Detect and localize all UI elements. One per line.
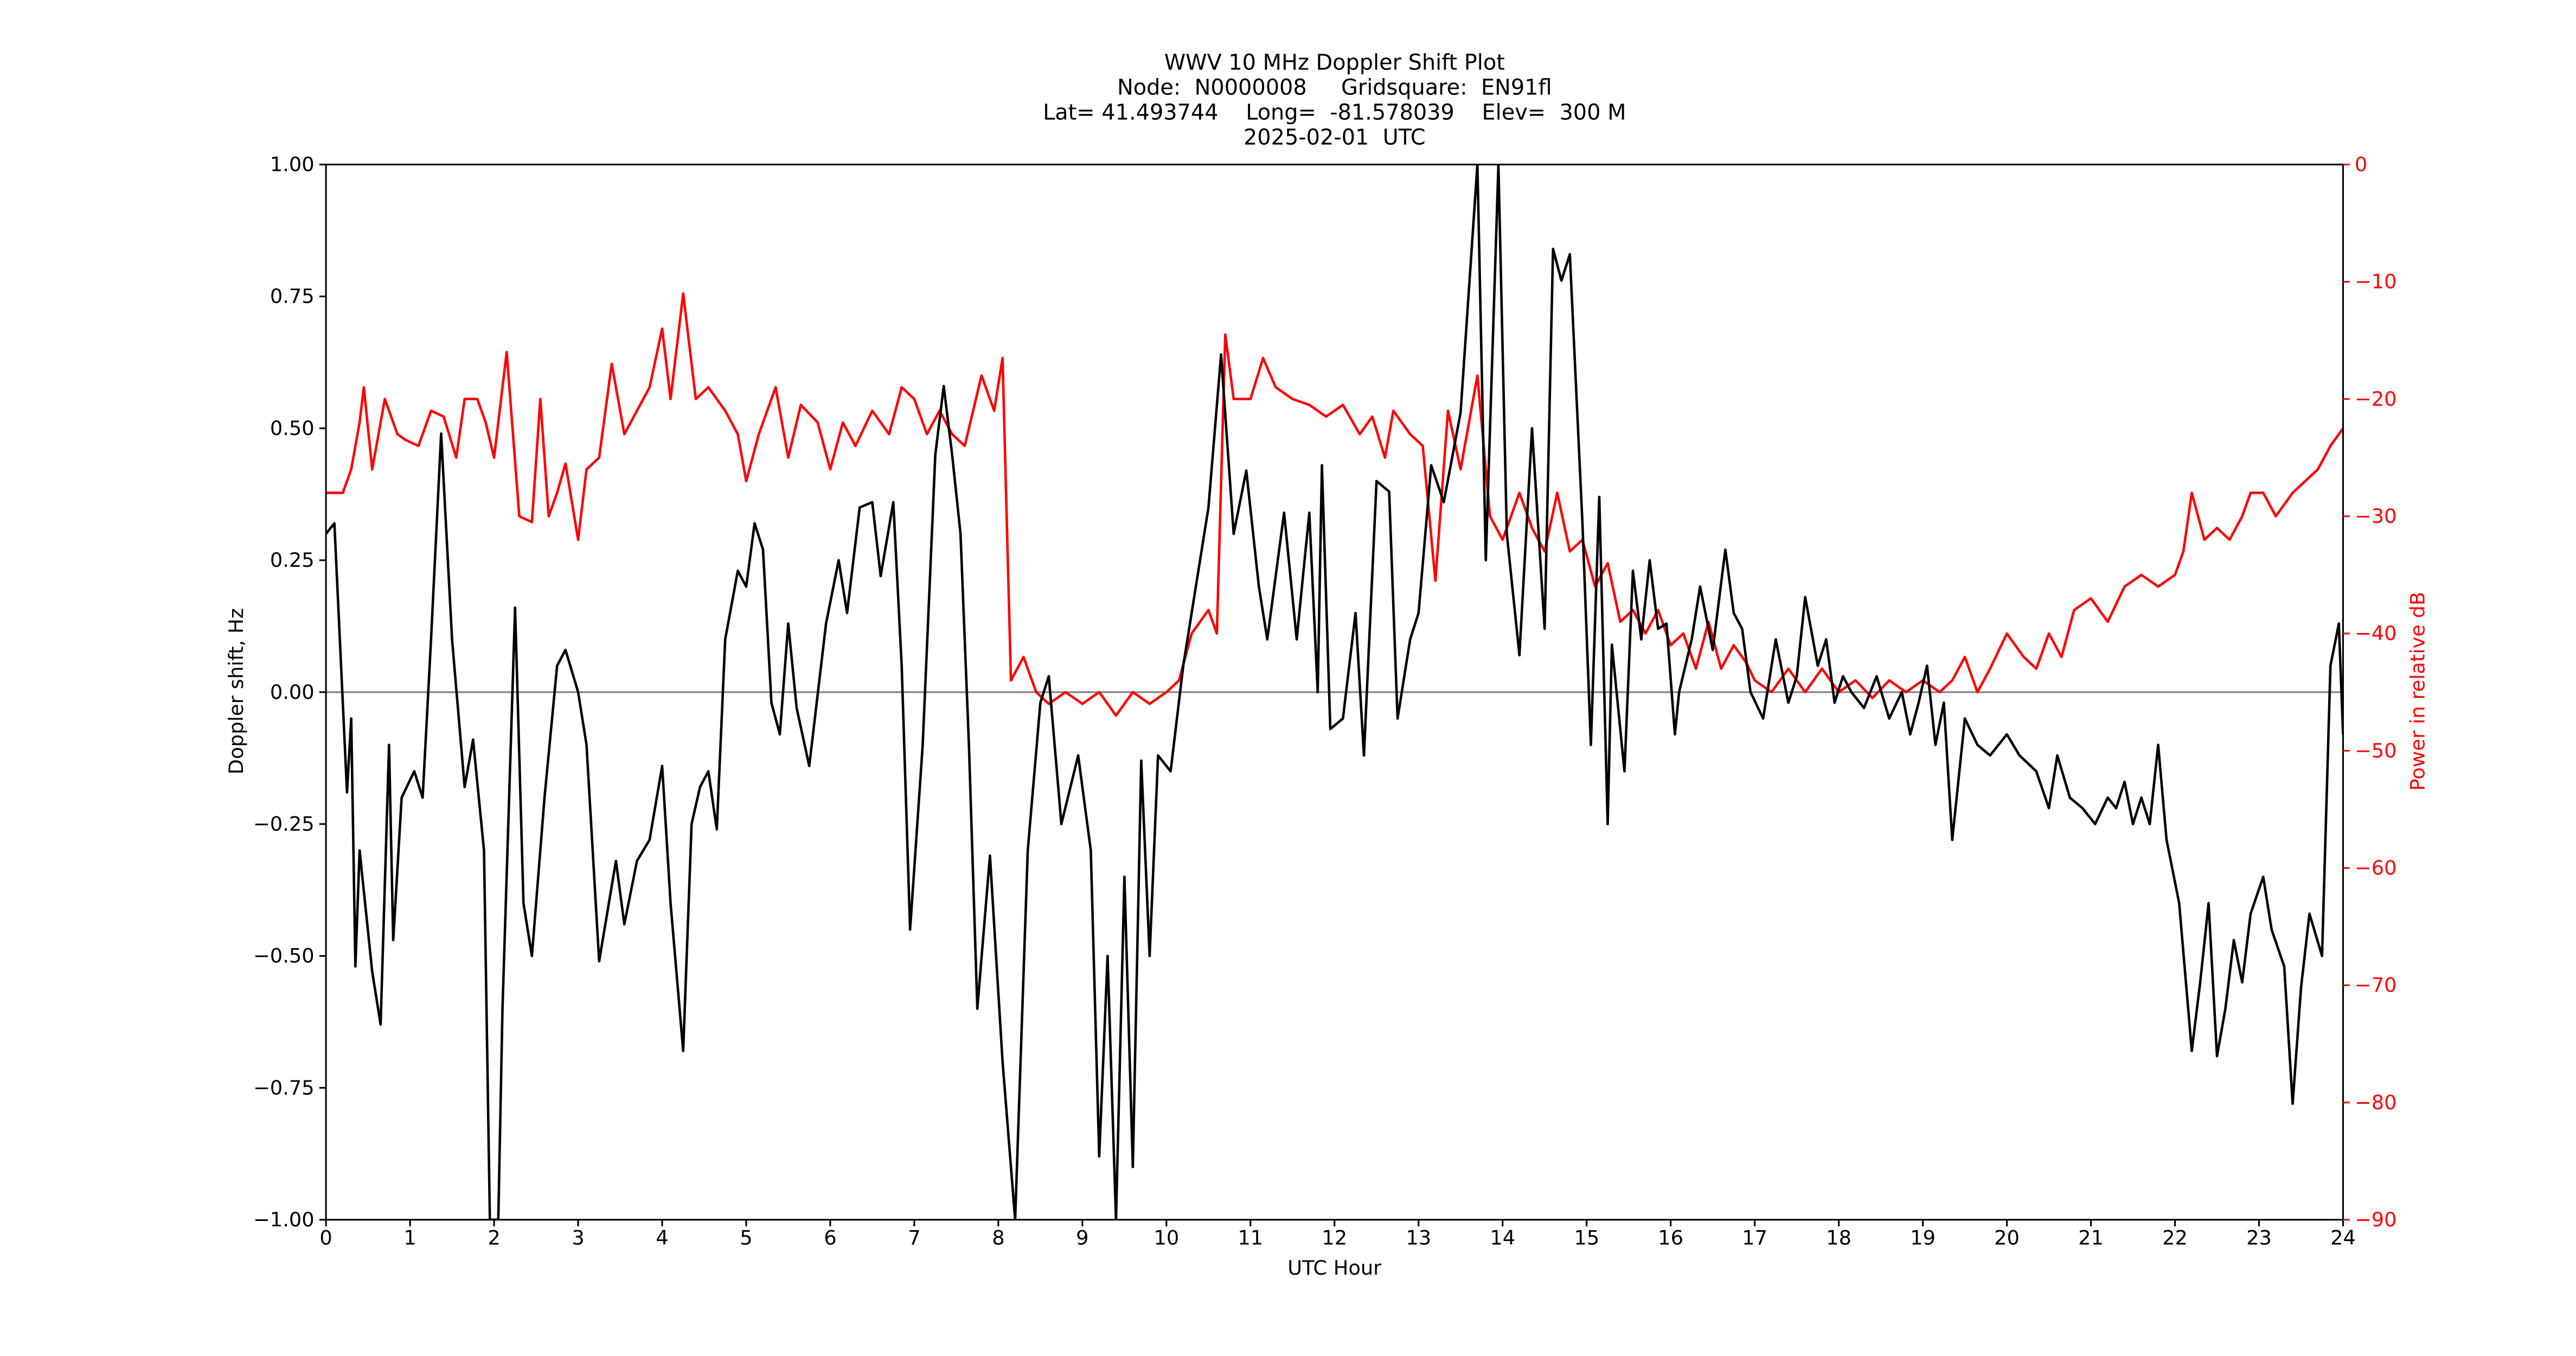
x-tick-label: 20 xyxy=(1994,1226,2020,1250)
y2-tick-label: −70 xyxy=(2355,974,2397,997)
y-tick-label: 1.00 xyxy=(270,153,315,176)
x-tick-label: 16 xyxy=(1658,1226,1683,1250)
x-tick-label: 0 xyxy=(319,1226,332,1250)
y-tick-label: −0.25 xyxy=(253,812,315,835)
x-tick-label: 19 xyxy=(1910,1226,1936,1250)
x-tick-label: 22 xyxy=(2162,1226,2188,1250)
x-axis-label: UTC Hour xyxy=(1287,1256,1382,1280)
y2-tick-label: 0 xyxy=(2355,153,2367,176)
x-tick-label: 7 xyxy=(908,1226,920,1250)
y2-tick-label: −90 xyxy=(2355,1208,2397,1231)
x-tick-label: 3 xyxy=(572,1226,584,1250)
series-line xyxy=(326,292,2343,717)
y-tick-label: 0.75 xyxy=(270,285,315,308)
y-tick-label: 0.00 xyxy=(270,680,315,703)
y-axis-label: Doppler shift, Hz xyxy=(225,608,248,775)
chart-subtitle: Lat= 41.493744 Long= -81.578039 Elev= 30… xyxy=(1043,100,1626,125)
x-tick-label: 12 xyxy=(1322,1226,1347,1250)
x-tick-label: 11 xyxy=(1238,1226,1263,1250)
y-tick-label: −1.00 xyxy=(253,1208,315,1231)
x-tick-label: 6 xyxy=(824,1226,836,1250)
series-line xyxy=(326,164,2343,1220)
y2-tick-label: −50 xyxy=(2355,739,2397,762)
y-tick-label: 0.50 xyxy=(270,417,315,440)
y2-tick-label: −10 xyxy=(2355,270,2397,293)
x-tick-label: 21 xyxy=(2078,1226,2104,1250)
plot-frame xyxy=(325,163,2344,1221)
x-tick-label: 17 xyxy=(1742,1226,1767,1250)
x-tick-label: 24 xyxy=(2330,1226,2356,1250)
x-tick-label: 13 xyxy=(1406,1226,1431,1250)
plot-area xyxy=(326,164,2343,1220)
x-tick-label: 14 xyxy=(1490,1226,1515,1250)
x-tick-label: 15 xyxy=(1574,1226,1599,1250)
y-tick-label: −0.50 xyxy=(253,944,315,968)
y2-tick-label: −80 xyxy=(2355,1091,2397,1114)
x-tick-label: 2 xyxy=(488,1226,500,1250)
chart-title: WWV 10 MHz Doppler Shift Plot xyxy=(1164,50,1505,75)
x-tick-label: 10 xyxy=(1154,1226,1179,1250)
x-tick-label: 5 xyxy=(740,1226,752,1250)
y-tick-label: −0.75 xyxy=(253,1076,315,1099)
x-tick-label: 18 xyxy=(1826,1226,1851,1250)
y2-tick-label: −20 xyxy=(2355,387,2397,411)
x-tick-label: 1 xyxy=(403,1226,416,1250)
chart-subtitle: 2025-02-01 UTC xyxy=(1244,125,1426,150)
chart-subtitle: Node: N0000008 Gridsquare: EN91fl xyxy=(1117,75,1552,100)
y2-tick-label: −60 xyxy=(2355,856,2397,880)
y2-tick-label: −30 xyxy=(2355,504,2397,528)
y-tick-label: 0.25 xyxy=(270,548,315,572)
x-tick-label: 4 xyxy=(656,1226,668,1250)
y2-tick-label: −40 xyxy=(2355,622,2397,645)
x-tick-label: 8 xyxy=(992,1226,1004,1250)
x-tick-label: 9 xyxy=(1076,1226,1088,1250)
y2-axis-label: Power in relative dB xyxy=(2406,592,2430,791)
x-tick-label: 23 xyxy=(2246,1226,2272,1250)
